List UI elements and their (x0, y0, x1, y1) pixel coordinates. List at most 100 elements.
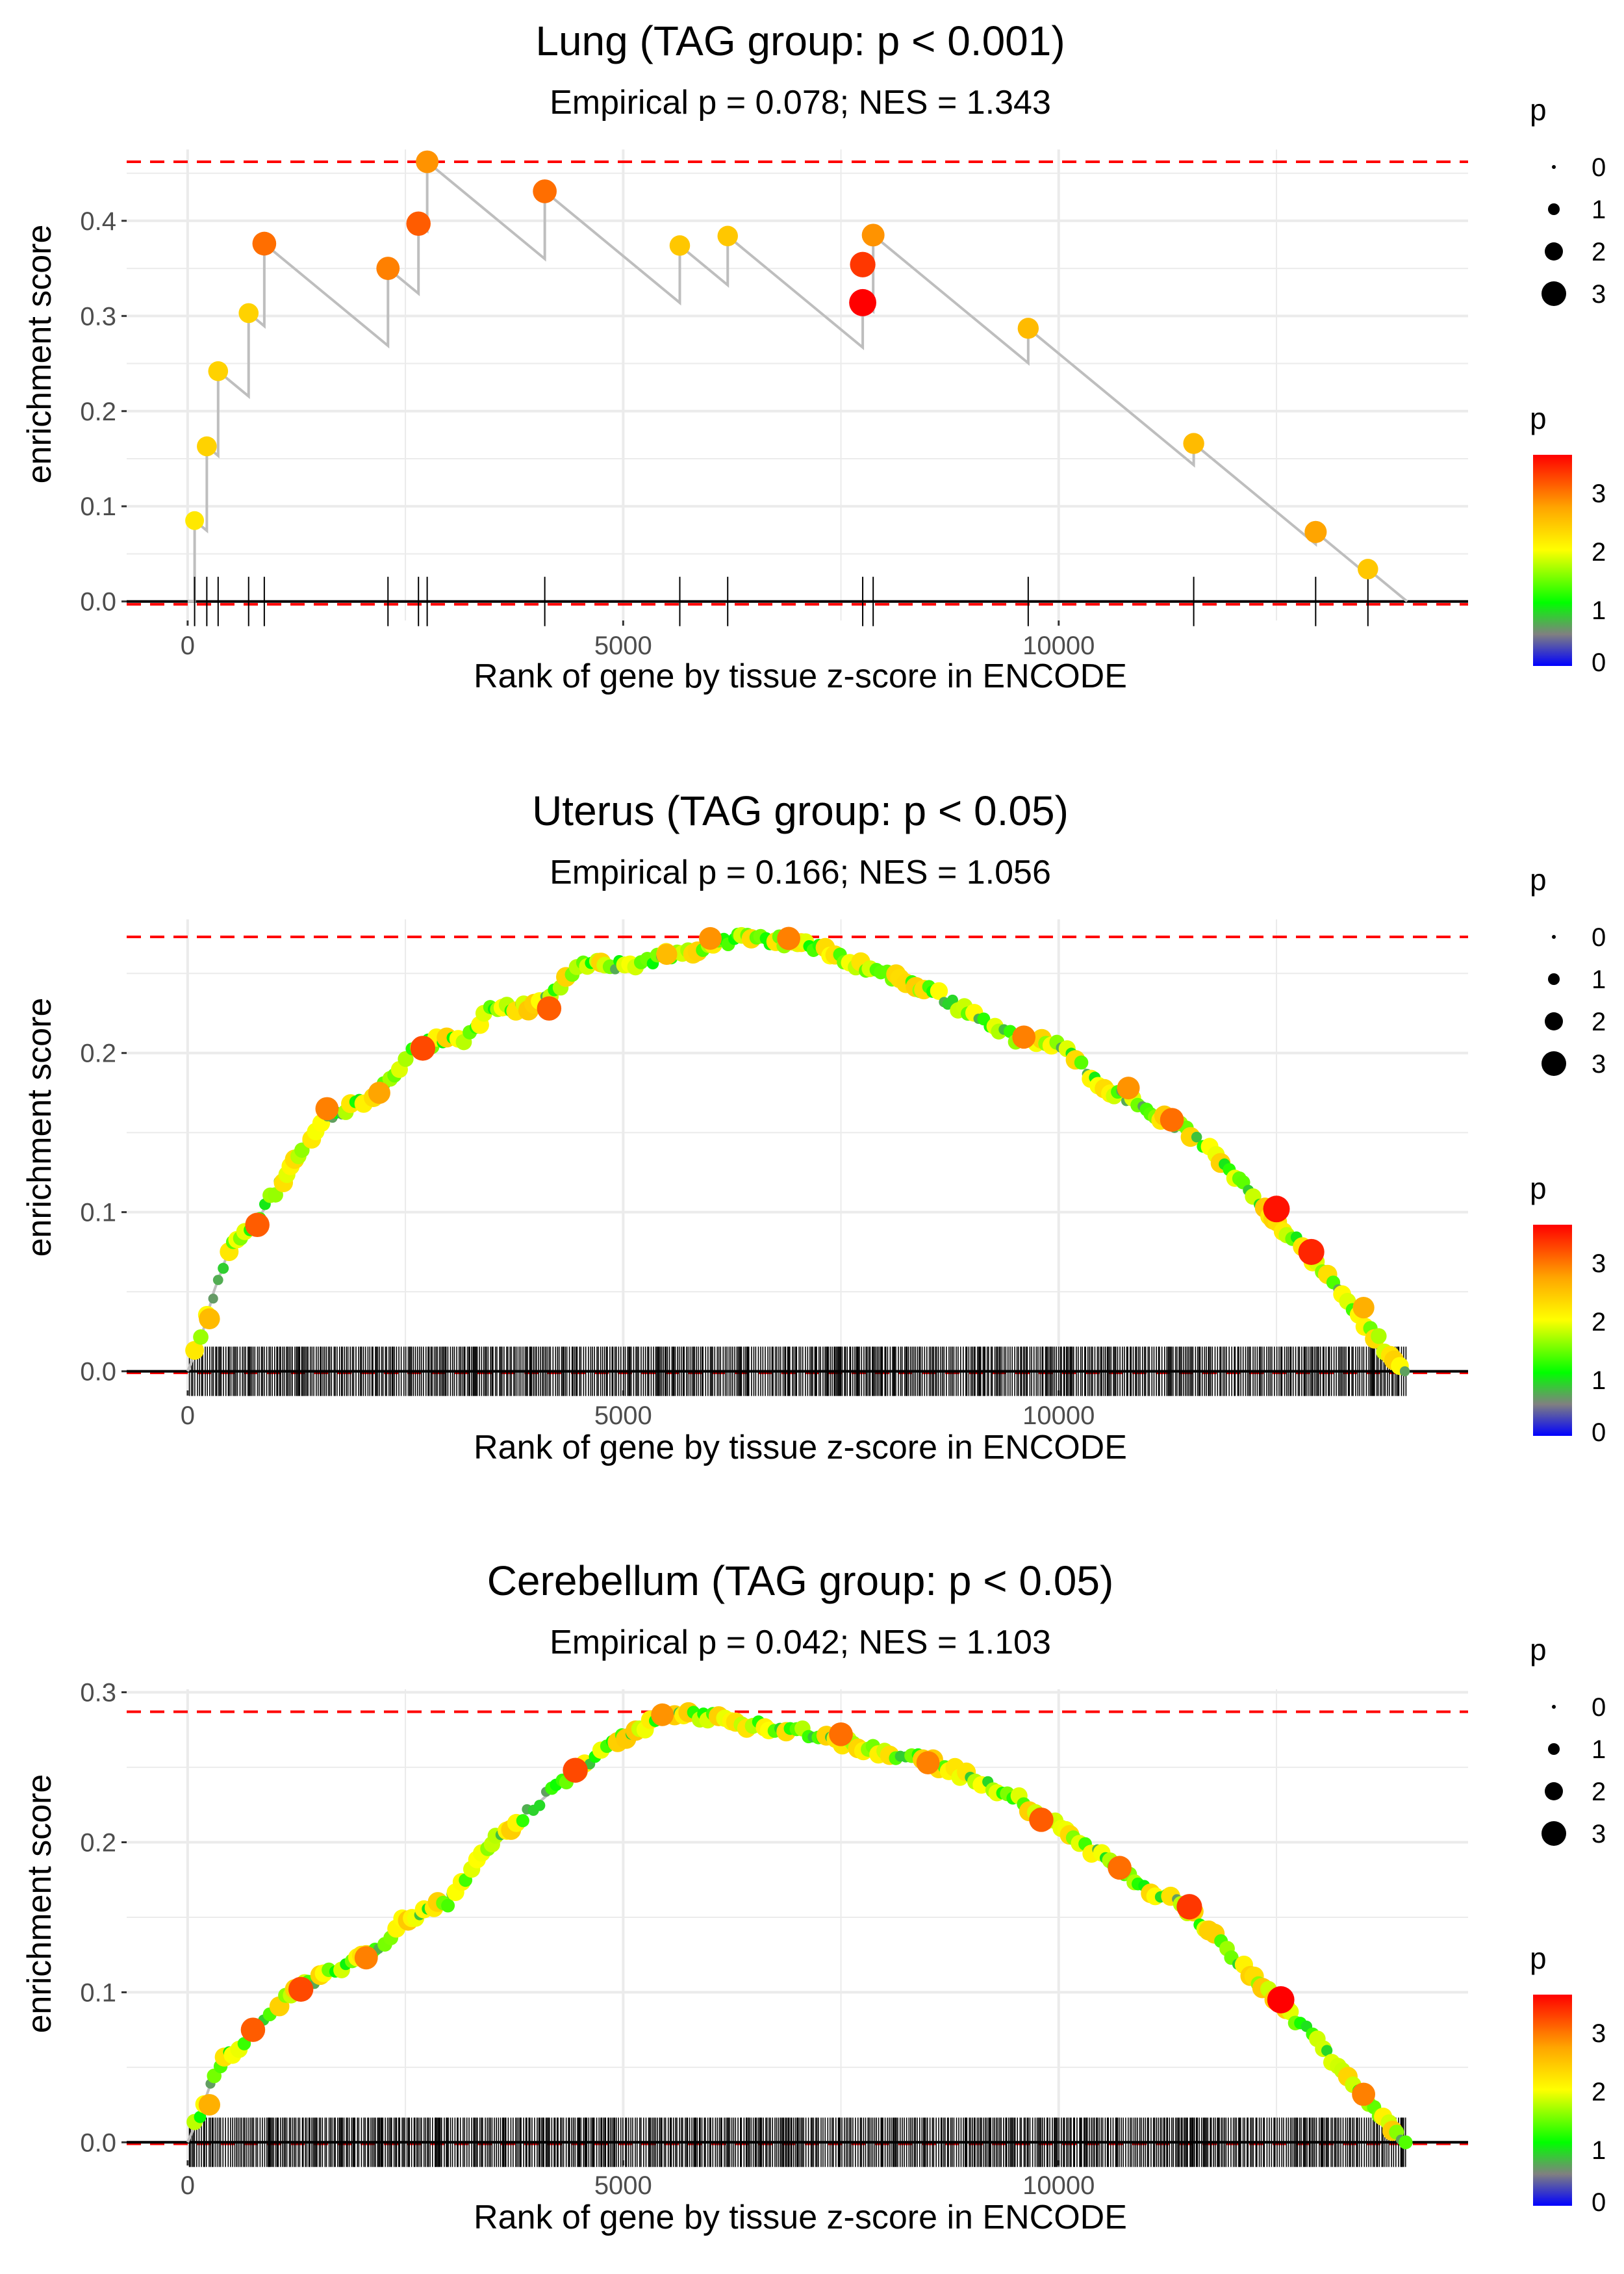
chart-subtitle: Empirical p = 0.166; NES = 1.056 (550, 854, 1051, 891)
data-point (1017, 318, 1039, 339)
data-point (218, 1262, 229, 1274)
legend-size-key (1542, 281, 1566, 306)
legend-size-key (1552, 165, 1556, 169)
data-point (849, 288, 876, 316)
legend-label: 0 (1592, 923, 1606, 952)
legend-title: p (1530, 1171, 1547, 1205)
data-point (252, 231, 277, 256)
enrichment-step-line (187, 159, 1408, 603)
x-tick-label: 0 (181, 2171, 195, 2200)
data-point (1352, 1297, 1375, 1319)
legend-title: p (1530, 863, 1547, 897)
data-point (1263, 1195, 1290, 1223)
data-point (669, 235, 691, 256)
data-point (1117, 1077, 1140, 1100)
legend-label: 0 (1592, 1693, 1606, 1722)
data-point (376, 257, 400, 280)
data-point (563, 1757, 588, 1783)
colorbar (1533, 455, 1572, 666)
legend-size-key (1545, 1782, 1563, 1800)
x-axis-title: Rank of gene by tissue z-score in ENCODE (474, 1429, 1127, 1466)
data-point (245, 1212, 270, 1238)
legend-label: 1 (1592, 1735, 1606, 1764)
y-tick-label: 0.2 (80, 1829, 116, 1858)
data-point (534, 1800, 546, 1811)
plot-area: 0.0 0.1 0.2 0.3 0 5000 10000 (80, 1679, 1468, 2200)
data-point (1352, 2082, 1375, 2106)
legend-title: p (1530, 1941, 1547, 1975)
legend-label: 0 (1592, 1418, 1606, 1447)
data-point (208, 1294, 218, 1304)
x-axis-title: Rank of gene by tissue z-score in ENCODE (474, 658, 1127, 695)
chart-title: Cerebellum (TAG group: p < 0.05) (487, 1557, 1114, 1604)
chart-subtitle: Empirical p = 0.042; NES = 1.103 (550, 1624, 1051, 1661)
data-point (930, 982, 948, 1001)
data-point (194, 2110, 207, 2123)
data-point (516, 1814, 529, 1828)
legend-title: p (1530, 1633, 1547, 1667)
data-point (1399, 1366, 1410, 1377)
data-point (1029, 1808, 1054, 1832)
data-point (1298, 1238, 1325, 1265)
data-point (1160, 1108, 1184, 1132)
data-point (208, 361, 229, 381)
size-legend: p 0 1 2 3 (1530, 93, 1606, 309)
size-legend: p 0 1 2 3 (1530, 1633, 1606, 1848)
x-tick-label: 10000 (1022, 2171, 1095, 2200)
legend-size-key (1548, 1743, 1560, 1755)
x-tick-label: 5000 (594, 1401, 652, 1430)
legend-label: 2 (1592, 1778, 1606, 1806)
y-tick-label: 0.1 (80, 492, 116, 521)
data-point (199, 1308, 220, 1329)
color-legend: p 3 2 1 0 (1530, 1171, 1606, 1447)
plot-area: 0.0 0.1 0.2 0.3 0.4 0 5000 10000 (80, 149, 1468, 660)
legend-size-key (1552, 935, 1556, 939)
y-tick-label: 0.3 (80, 1679, 116, 1707)
colorbar (1533, 1995, 1572, 2206)
y-tick-label: 0.2 (80, 1040, 116, 1068)
data-point (1012, 1025, 1036, 1049)
legend-label: 1 (1592, 965, 1606, 994)
legend-size-key (1542, 1821, 1566, 1846)
panel-cerebellum: Cerebellum (TAG group: p < 0.05) Empiric… (21, 1557, 1606, 2236)
y-tick-label: 0.2 (80, 398, 116, 426)
data-point (212, 1275, 223, 1285)
y-tick-label: 0.4 (80, 207, 116, 236)
size-legend: p 0 1 2 3 (1530, 863, 1606, 1079)
y-tick-label: 0.0 (80, 588, 116, 617)
legend-size-key (1545, 1012, 1563, 1030)
data-point (238, 303, 259, 324)
legend-size-key (1552, 1705, 1556, 1709)
legend-label: 3 (1592, 1820, 1606, 1848)
data-point (1267, 1986, 1295, 2013)
x-tick-label: 0 (181, 632, 195, 660)
y-tick-label: 0.3 (80, 302, 116, 331)
colorbar (1533, 1225, 1572, 1436)
y-tick-label: 0.1 (80, 1199, 116, 1227)
y-axis-title: enrichment score (21, 1774, 58, 2034)
x-tick-label: 5000 (594, 632, 652, 660)
legend-label: 3 (1592, 280, 1606, 309)
data-point (1108, 1856, 1132, 1880)
data-point (416, 150, 439, 173)
legend-label: 2 (1592, 1008, 1606, 1036)
data-point (185, 1340, 205, 1360)
legend-size-key (1548, 973, 1560, 985)
data-point (656, 943, 678, 965)
x-tick-label: 10000 (1022, 1401, 1095, 1430)
chart-title: Uterus (TAG group: p < 0.05) (532, 787, 1069, 834)
data-point (850, 251, 876, 277)
data-point (1304, 520, 1327, 543)
y-tick-label: 0.0 (80, 1358, 116, 1386)
data-point (198, 2093, 220, 2116)
data-point (1321, 2045, 1333, 2056)
legend-label: 2 (1592, 2078, 1606, 2106)
data-point (717, 225, 738, 247)
legend-label: 1 (1592, 1366, 1606, 1395)
data-point (185, 511, 205, 530)
data-point (193, 1329, 209, 1345)
data-point (368, 1081, 390, 1105)
y-axis-title: enrichment score (21, 225, 58, 484)
data-point (240, 2017, 266, 2042)
